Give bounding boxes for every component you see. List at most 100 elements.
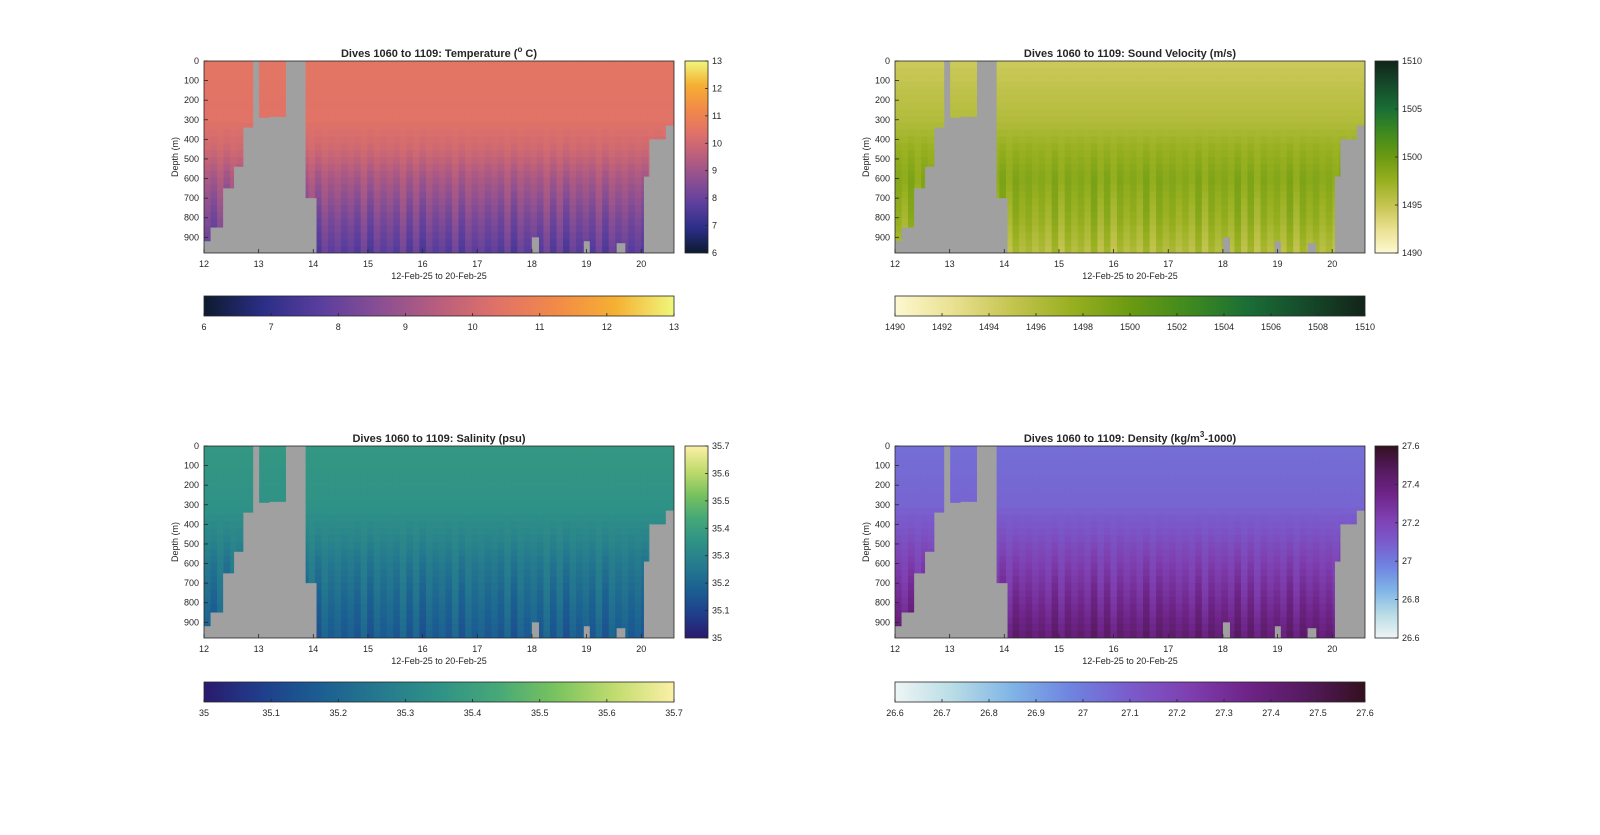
heatmap-cell xyxy=(478,102,485,109)
heatmap-cell xyxy=(1117,95,1124,102)
heatmap-cell xyxy=(230,453,237,460)
heatmap-cell xyxy=(387,157,394,164)
heatmap-cell xyxy=(400,95,407,102)
heatmap-cell xyxy=(1234,226,1241,233)
heatmap-cell xyxy=(1045,212,1052,219)
heatmap-cell xyxy=(406,82,413,89)
heatmap-cell xyxy=(217,563,224,570)
heatmap-cell xyxy=(1163,246,1170,253)
heatmap-cell xyxy=(550,198,557,205)
heatmap-cell xyxy=(478,198,485,205)
heatmap-cell xyxy=(1234,232,1241,239)
heatmap-cell xyxy=(1130,143,1137,150)
heatmap-cell xyxy=(1267,212,1274,219)
heatmap-cell xyxy=(328,164,335,171)
heatmap-cell xyxy=(1358,61,1365,68)
heatmap-cell xyxy=(609,212,616,219)
heatmap-cell xyxy=(243,487,250,494)
heatmap-cell xyxy=(902,68,909,75)
heatmap-cell xyxy=(374,487,381,494)
heatmap-cell xyxy=(204,473,211,480)
heatmap-cell xyxy=(1280,178,1287,185)
heatmap-cell xyxy=(1169,178,1176,185)
heatmap-cell xyxy=(432,191,439,198)
heatmap-cell xyxy=(1234,82,1241,89)
heatmap-cell xyxy=(1176,212,1183,219)
heatmap-cell xyxy=(1189,61,1196,68)
heatmap-cell xyxy=(308,184,315,191)
heatmap-cell xyxy=(1267,130,1274,137)
colorbar-tick-label: 9 xyxy=(712,166,717,176)
heatmap-cell xyxy=(374,171,381,178)
heatmap-cell xyxy=(1013,205,1020,212)
heatmap-cell xyxy=(563,136,570,143)
heatmap-cell xyxy=(661,75,668,82)
heatmap-cell xyxy=(1071,82,1078,89)
heatmap-cell xyxy=(609,116,616,123)
heatmap-cell xyxy=(1137,246,1144,253)
heatmap-cell xyxy=(570,191,577,198)
heatmap-cell xyxy=(1097,123,1104,130)
heatmap-cell xyxy=(557,205,564,212)
heatmap-cell xyxy=(1097,61,1104,68)
no-data-region xyxy=(234,167,244,253)
heatmap-cell xyxy=(361,453,368,460)
heatmap-cell xyxy=(915,171,922,178)
heatmap-cell xyxy=(367,563,374,570)
heatmap-cell xyxy=(517,219,524,226)
heatmap-cell xyxy=(322,88,329,95)
heatmap-cell xyxy=(341,123,348,130)
heatmap-cell xyxy=(361,75,368,82)
heatmap-cell xyxy=(322,171,329,178)
heatmap-cell xyxy=(1358,68,1365,75)
heatmap-cell xyxy=(1065,102,1072,109)
heatmap-cell xyxy=(1110,88,1117,95)
heatmap-cell xyxy=(615,226,622,233)
heatmap-cell xyxy=(1123,75,1130,82)
heatmap-cell xyxy=(1091,232,1098,239)
heatmap-cell xyxy=(1071,171,1078,178)
heatmap-cell xyxy=(1143,212,1150,219)
heatmap-cell xyxy=(1104,184,1111,191)
heatmap-cell xyxy=(1319,130,1326,137)
heatmap-cell xyxy=(1280,150,1287,157)
heatmap-cell xyxy=(667,61,674,68)
heatmap-cell xyxy=(504,123,511,130)
heatmap-cell xyxy=(328,624,335,631)
heatmap-cell xyxy=(1221,212,1228,219)
heatmap-cell xyxy=(1104,95,1111,102)
heatmap-cell xyxy=(1313,157,1320,164)
heatmap-cell xyxy=(354,467,361,474)
heatmap-cell xyxy=(1274,191,1281,198)
heatmap-cell xyxy=(1110,102,1117,109)
heatmap-cell xyxy=(1195,205,1202,212)
heatmap-cell xyxy=(589,130,596,137)
heatmap-cell xyxy=(1345,75,1352,82)
heatmap-cell xyxy=(1280,212,1287,219)
heatmap-cell xyxy=(511,82,518,89)
heatmap-cell xyxy=(315,480,322,487)
heatmap-cell xyxy=(1071,191,1078,198)
heatmap-cell xyxy=(530,61,537,68)
heatmap-cell xyxy=(557,109,564,116)
heatmap-cell xyxy=(217,460,224,467)
heatmap-cell xyxy=(211,123,218,130)
heatmap-cell xyxy=(439,171,446,178)
heatmap-cell xyxy=(341,61,348,68)
heatmap-cell xyxy=(491,68,498,75)
heatmap-cell xyxy=(609,191,616,198)
heatmap-cell xyxy=(217,184,224,191)
heatmap-cell xyxy=(308,501,315,508)
heatmap-cell xyxy=(648,130,655,137)
heatmap-cell xyxy=(1182,226,1189,233)
heatmap-cell xyxy=(1248,232,1255,239)
heatmap-cell xyxy=(1156,61,1163,68)
heatmap-cell xyxy=(348,480,355,487)
heatmap-cell xyxy=(1306,102,1313,109)
heatmap-cell xyxy=(1208,171,1215,178)
heatmap-cell xyxy=(1176,157,1183,164)
heatmap-cell xyxy=(361,82,368,89)
heatmap-cell xyxy=(576,198,583,205)
heatmap-cell xyxy=(902,75,909,82)
heatmap-cell xyxy=(335,569,342,576)
